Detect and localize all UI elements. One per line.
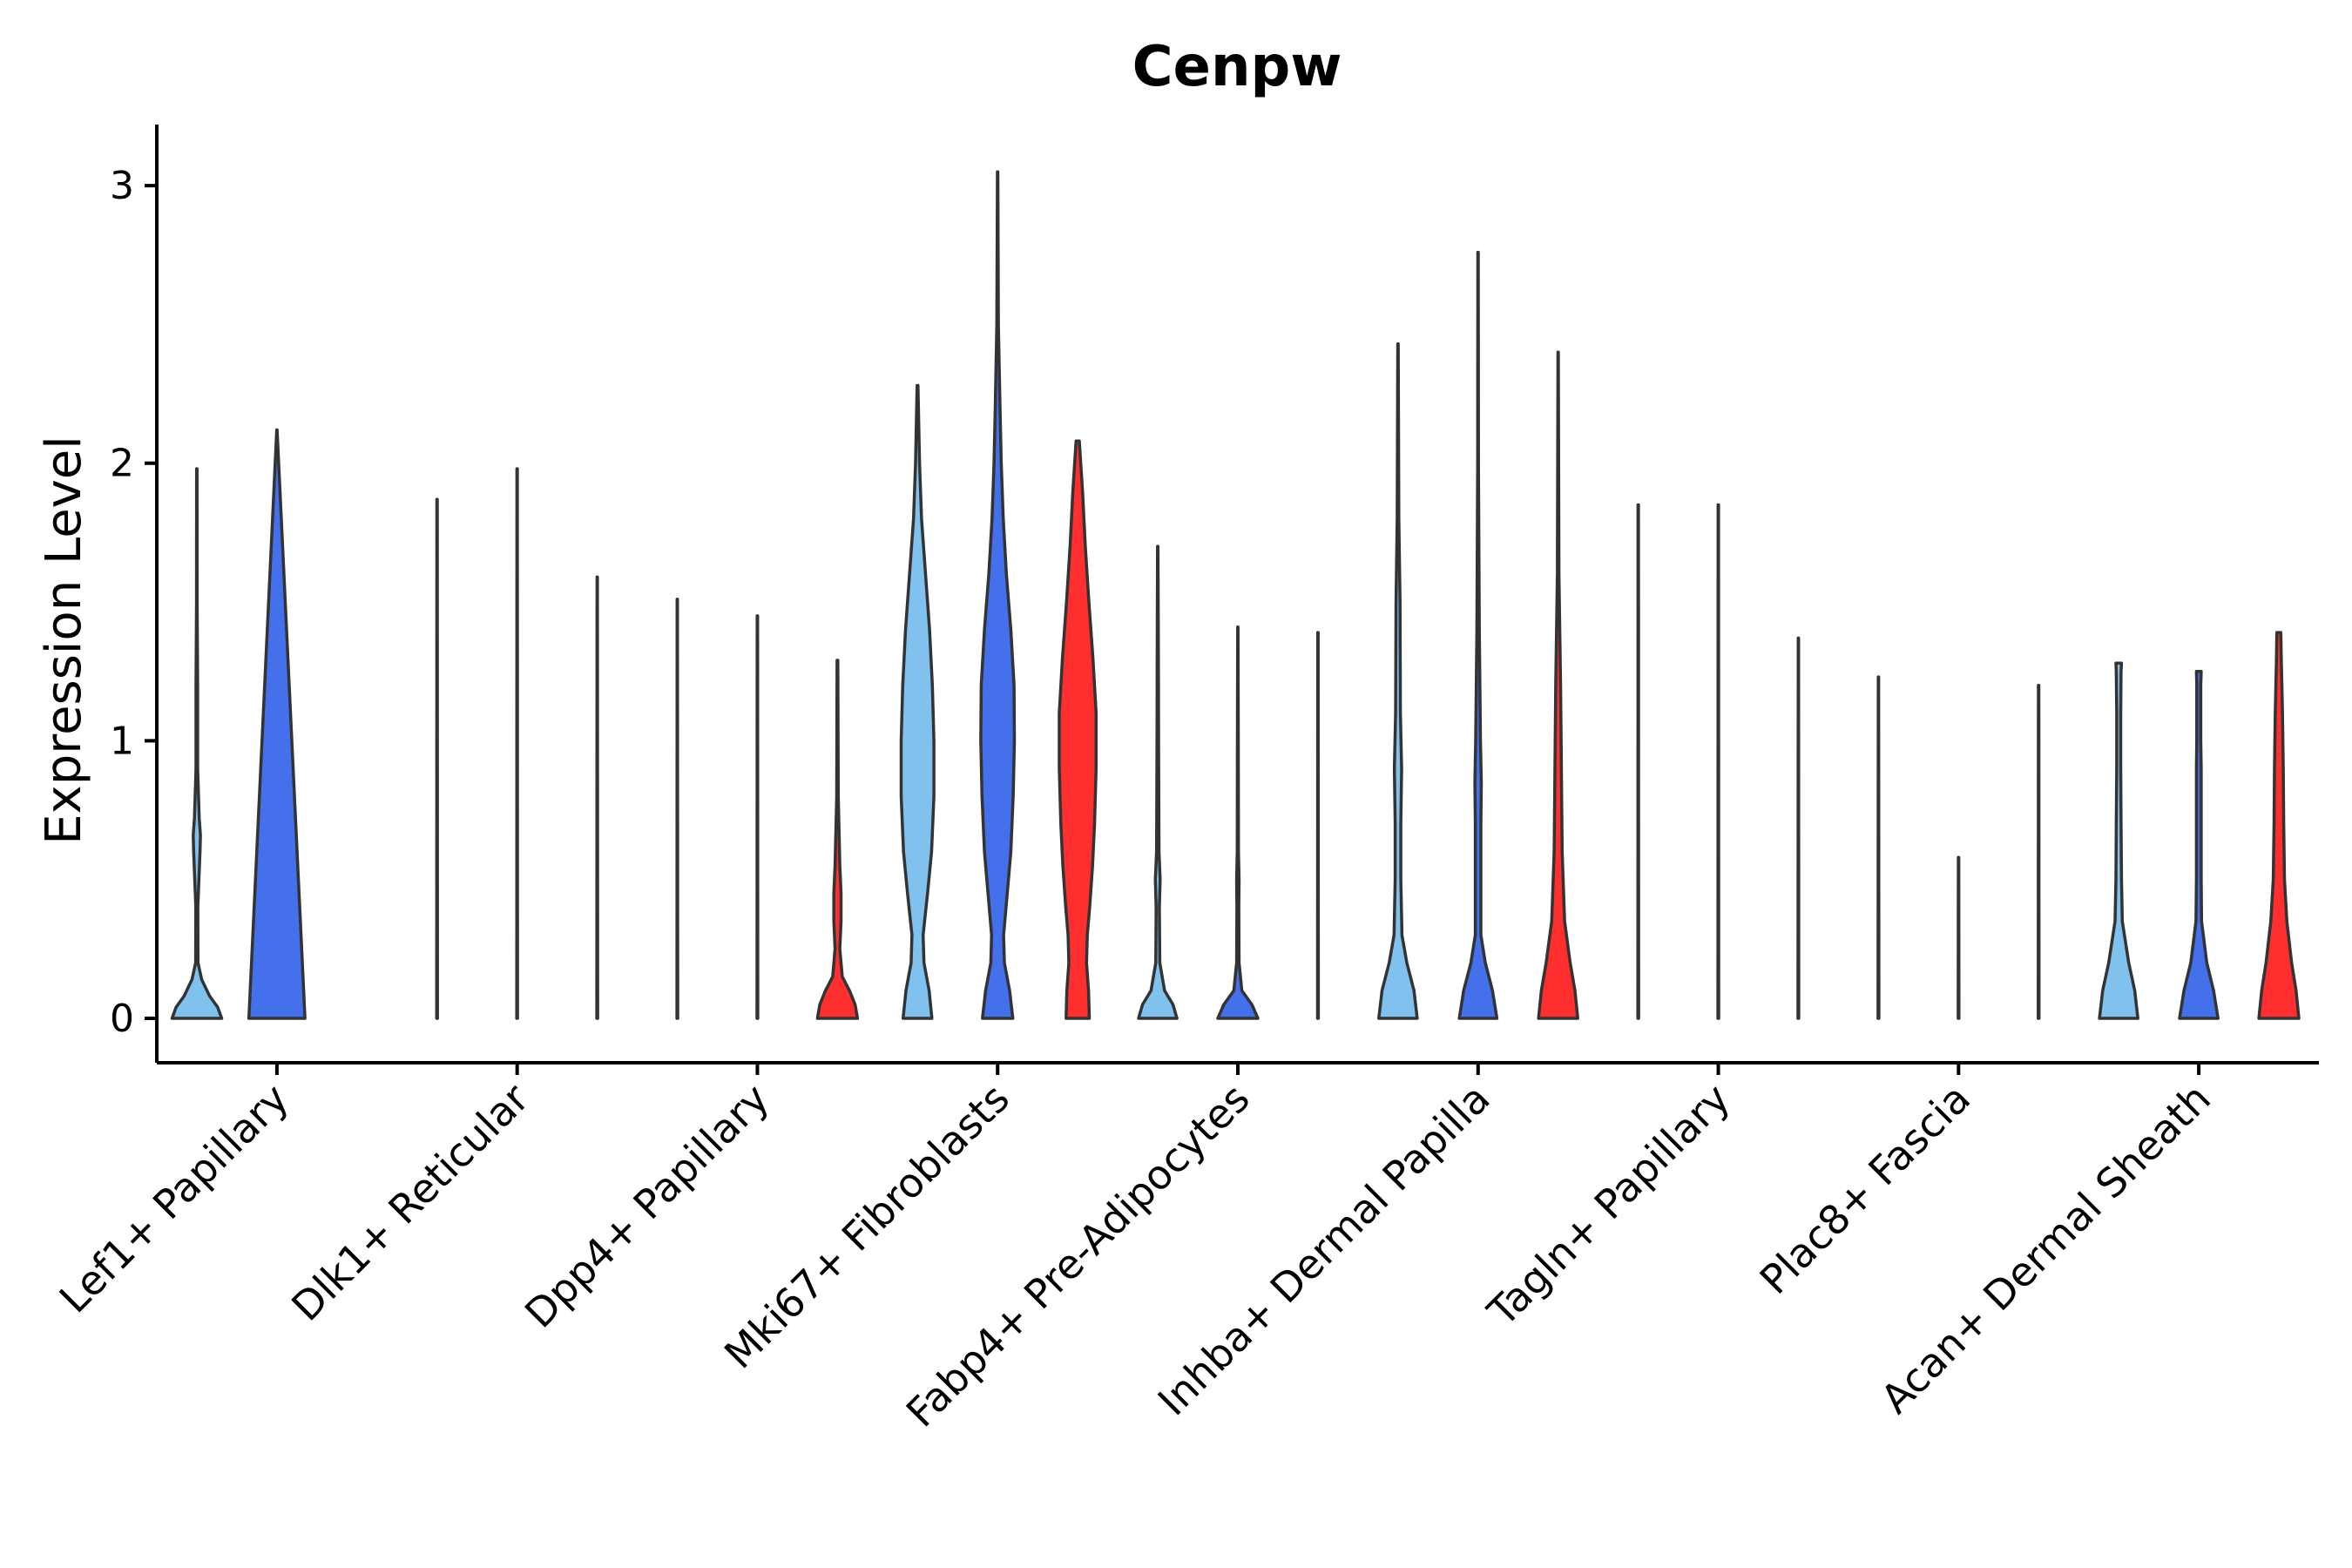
violin-group-1-6: [1377, 341, 1419, 1020]
violin-group-1-2: [435, 497, 439, 1020]
y-tick-label: 1: [110, 719, 134, 763]
violin-group-3-5: [1315, 631, 1321, 1020]
x-tick-label: Dlk1+ Reticular: [282, 1075, 537, 1330]
y-ticks: 0 1 2 3: [110, 164, 157, 1041]
x-tick-label: Lef1+ Papillary: [51, 1075, 298, 1322]
violin-group-2-1: [247, 428, 307, 1020]
violin-group-1-3: [675, 598, 679, 1020]
violin-group-1-5: [1137, 544, 1179, 1020]
x-tick-label: Tagln+ Papillary: [1478, 1075, 1740, 1336]
y-tick-label: 0: [110, 997, 134, 1041]
violin-group-2-8: [1957, 855, 1961, 1020]
chart-title: Cenpw: [1132, 35, 1342, 99]
x-tick-label: Dpp4+ Papillary: [516, 1075, 778, 1337]
violin-group-1-8: [1876, 675, 1881, 1020]
violin-group-2-4: [979, 170, 1017, 1020]
violin-group-3-6: [1537, 350, 1579, 1020]
violins-layer: [170, 170, 2301, 1020]
violin-group-1-4: [899, 383, 936, 1020]
violin-group-1-1: [170, 467, 224, 1020]
violin-group-2-7: [1716, 503, 1720, 1020]
violin-group-3-9: [2257, 631, 2301, 1020]
violin-group-2-3: [755, 614, 760, 1020]
violin-group-2-5: [1216, 625, 1260, 1020]
violin-group-3-4: [1058, 439, 1098, 1020]
y-tick-label: 3: [110, 164, 134, 208]
violin-group-2-9: [2178, 669, 2220, 1020]
violin-group-3-7: [1796, 636, 1801, 1020]
violin-group-2-6: [1457, 250, 1499, 1020]
x-tick-label: Plac8+ Fascia: [1751, 1075, 1979, 1303]
y-tick-label: 2: [110, 442, 134, 486]
violin-group-1-7: [1636, 503, 1640, 1020]
violin-group-3-8: [2037, 683, 2041, 1020]
violin-group-3-3: [815, 659, 860, 1020]
violin-group-3-2: [595, 575, 599, 1020]
y-axis-label: Expression Level: [36, 436, 92, 845]
violin-group-1-9: [2098, 661, 2139, 1020]
